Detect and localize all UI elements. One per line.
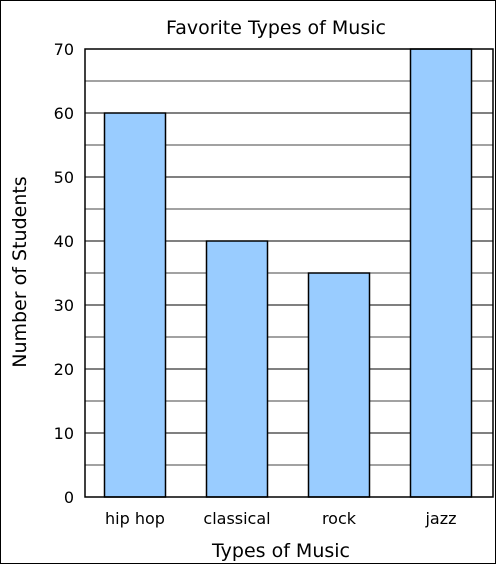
- y-axis-ticks: 0 10 20 30 40 50 60 70: [54, 40, 74, 507]
- y-tick-label: 40: [54, 232, 74, 251]
- y-tick-label: 30: [54, 296, 74, 315]
- bar-hip-hop: [103, 112, 167, 498]
- y-tick-label: 60: [54, 104, 74, 123]
- bar-classical: [205, 240, 269, 498]
- y-tick-label: 70: [54, 40, 74, 59]
- x-axis-label: Types of Music: [211, 540, 350, 562]
- chart-title: Favorite Types of Music: [166, 17, 386, 39]
- x-tick-label: jazz: [424, 509, 456, 528]
- y-axis-label: Number of Students: [9, 176, 31, 367]
- x-tick-label: rock: [322, 509, 357, 528]
- x-axis-ticks: hip hop classical rock jazz: [105, 509, 456, 528]
- y-tick-label: 50: [54, 168, 74, 187]
- y-tick-label: 0: [64, 488, 74, 507]
- plot-area-border: [84, 48, 494, 498]
- y-tick-label: 10: [54, 424, 74, 443]
- bar-jazz: [409, 48, 473, 498]
- x-tick-label: classical: [203, 509, 270, 528]
- bars: [103, 48, 473, 498]
- bar-rock: [307, 272, 371, 498]
- y-tick-label: 20: [54, 360, 74, 379]
- x-tick-label: hip hop: [105, 509, 165, 528]
